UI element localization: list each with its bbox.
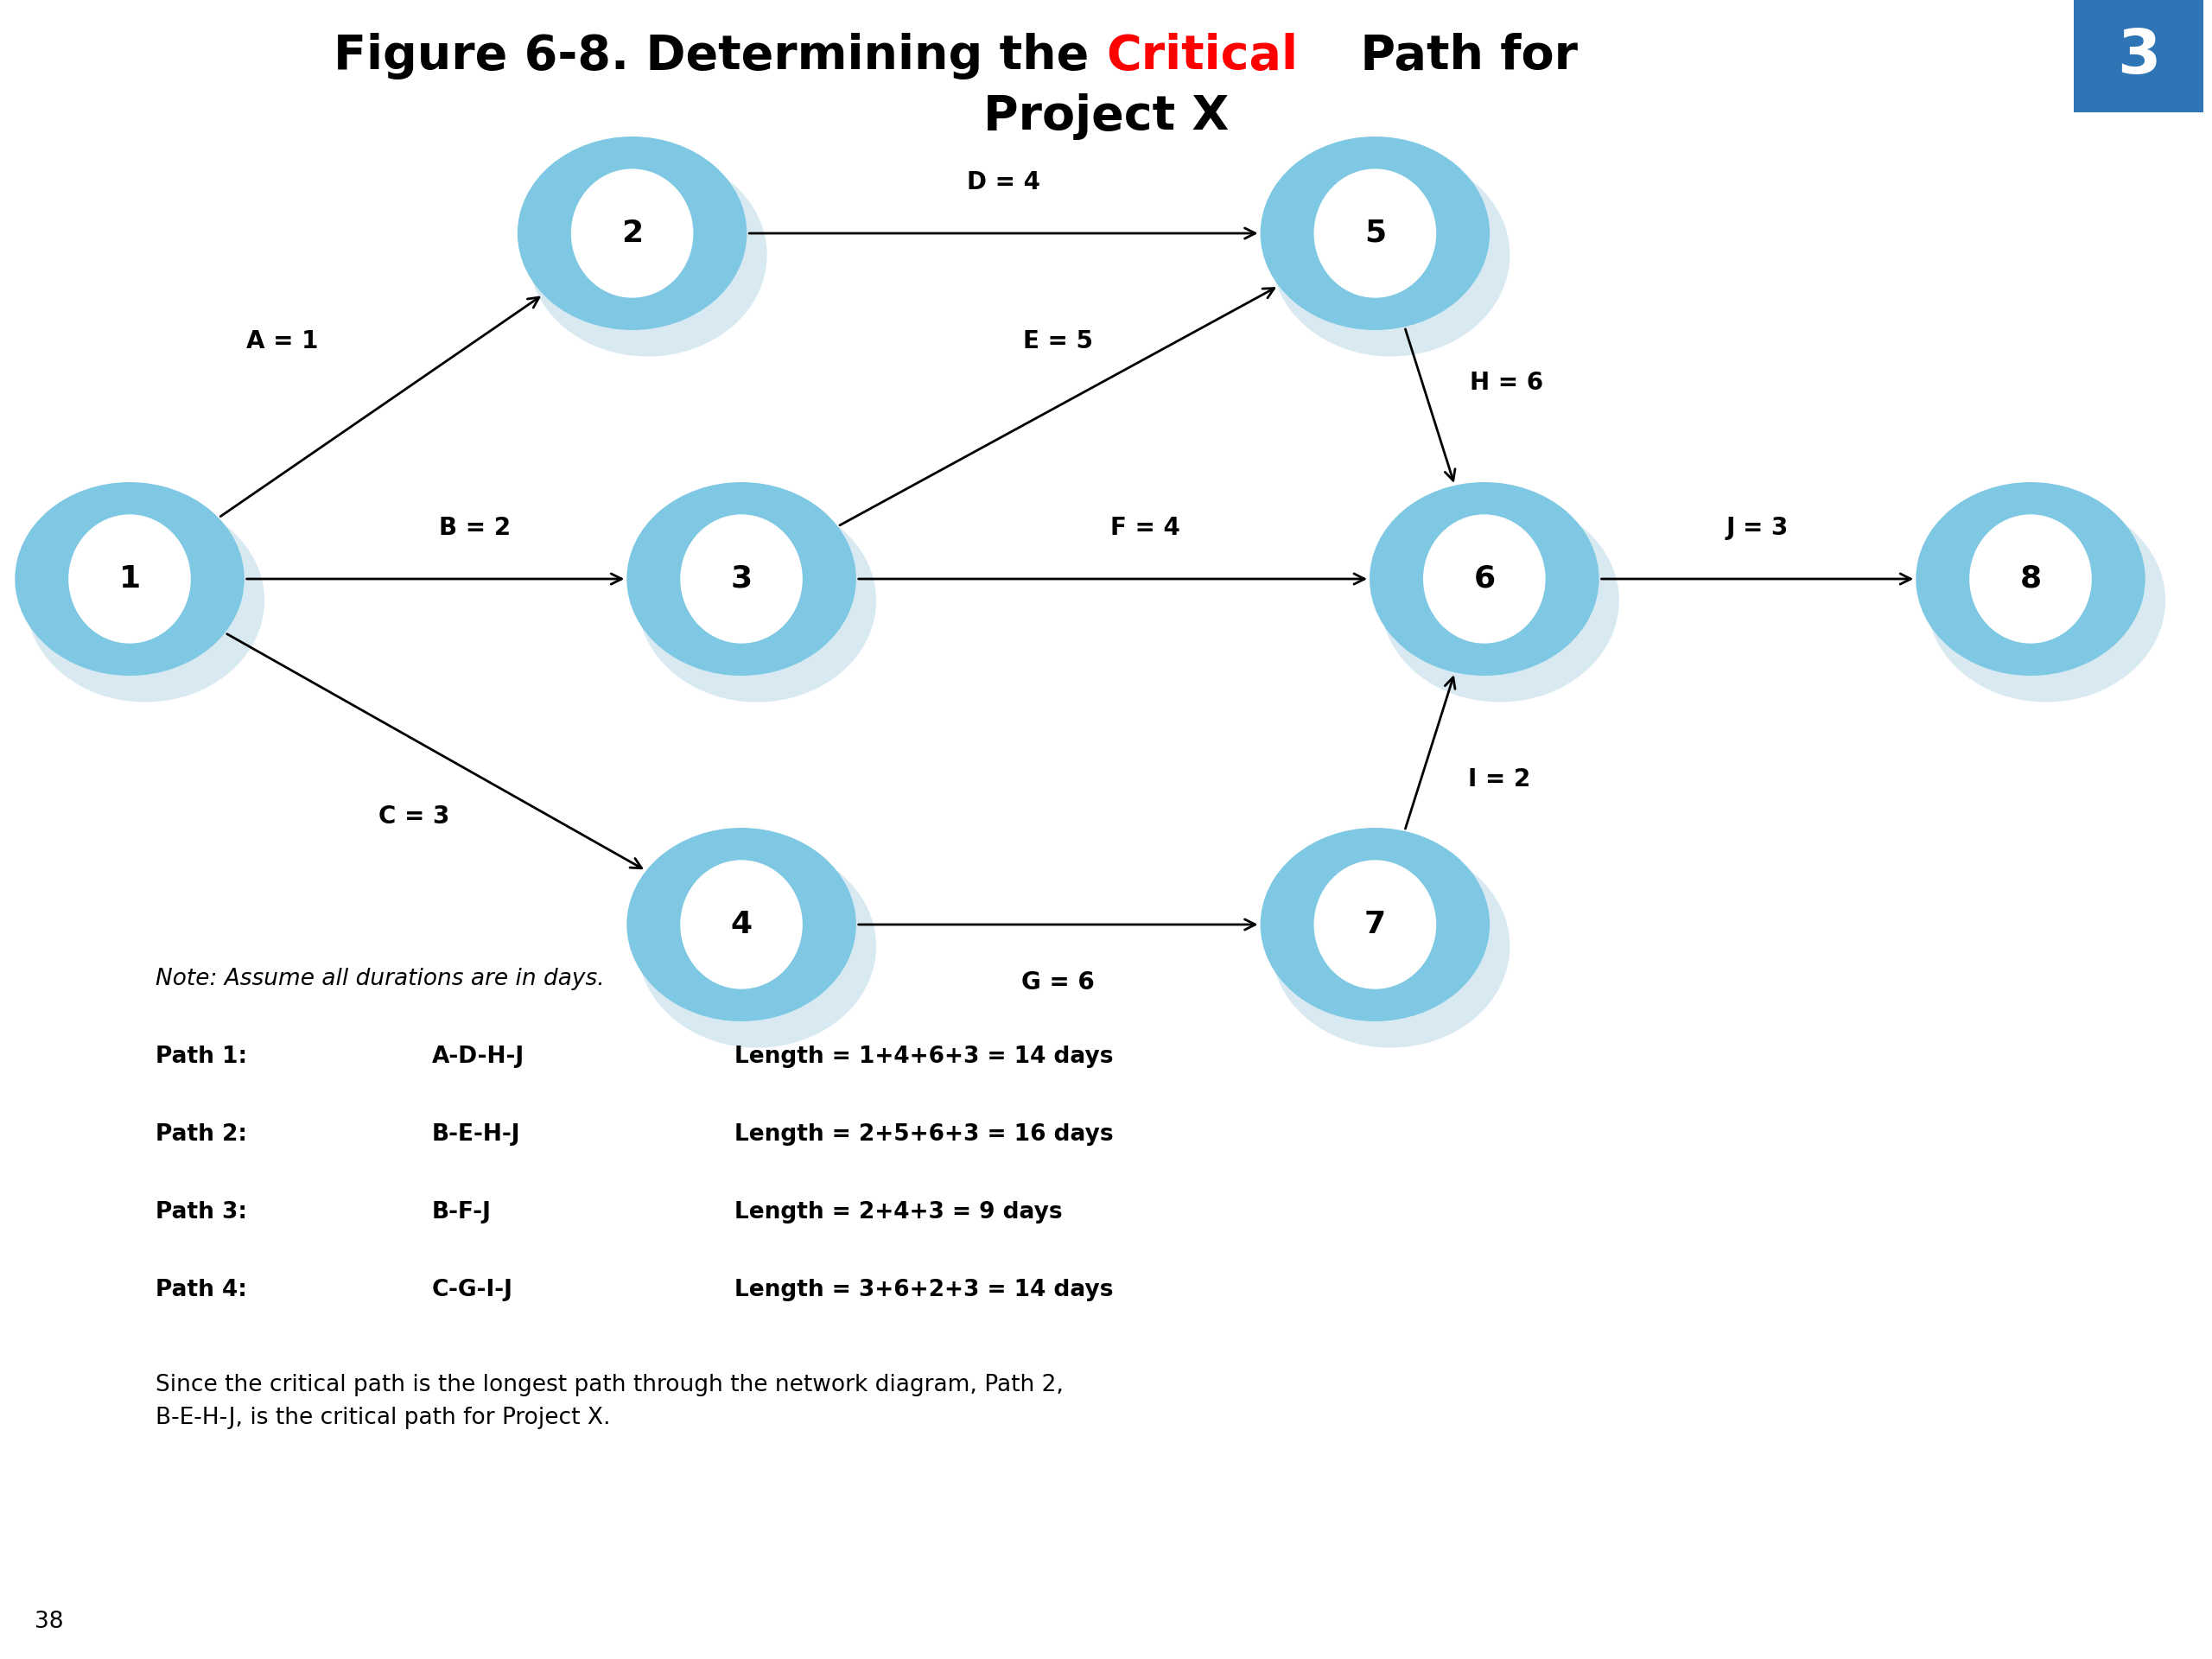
Text: Figure 6-8. Determining the: Figure 6-8. Determining the	[334, 33, 1106, 80]
Text: 6: 6	[1473, 564, 1495, 594]
Ellipse shape	[681, 514, 803, 644]
Text: 38: 38	[35, 1611, 64, 1632]
Text: Path 1:: Path 1:	[155, 1045, 248, 1068]
Ellipse shape	[69, 514, 190, 644]
Text: B = 2: B = 2	[438, 516, 511, 541]
Text: C-G-I-J: C-G-I-J	[431, 1279, 513, 1301]
Text: Critical: Critical	[1106, 33, 1298, 80]
Text: 3: 3	[2117, 27, 2161, 86]
Text: 8: 8	[2020, 564, 2042, 594]
Ellipse shape	[1969, 514, 2093, 644]
Text: 7: 7	[1365, 909, 1387, 939]
Text: Length = 3+6+2+3 = 14 days: Length = 3+6+2+3 = 14 days	[734, 1279, 1113, 1301]
Text: Path 3:: Path 3:	[155, 1201, 248, 1224]
Ellipse shape	[1927, 499, 2166, 702]
Text: 5: 5	[1365, 219, 1387, 247]
Text: Path for: Path for	[1343, 33, 1577, 80]
Ellipse shape	[626, 483, 856, 675]
Text: A-D-H-J: A-D-H-J	[431, 1045, 524, 1068]
Ellipse shape	[1272, 844, 1511, 1048]
Text: J = 3: J = 3	[1725, 516, 1790, 541]
Text: Length = 1+4+6+3 = 14 days: Length = 1+4+6+3 = 14 days	[734, 1045, 1113, 1068]
Ellipse shape	[571, 169, 692, 299]
Text: Project X: Project X	[982, 93, 1230, 139]
Ellipse shape	[637, 499, 876, 702]
Ellipse shape	[1272, 153, 1511, 357]
Text: E = 5: E = 5	[1024, 330, 1093, 353]
Ellipse shape	[529, 153, 768, 357]
Ellipse shape	[1261, 828, 1489, 1022]
Ellipse shape	[681, 859, 803, 989]
Ellipse shape	[1380, 499, 1619, 702]
Text: F = 4: F = 4	[1110, 516, 1181, 541]
Text: Note: Assume all durations are in days.: Note: Assume all durations are in days.	[155, 967, 604, 990]
Ellipse shape	[1261, 136, 1489, 330]
Text: G = 6: G = 6	[1022, 971, 1095, 994]
Ellipse shape	[15, 483, 243, 675]
Ellipse shape	[1314, 169, 1436, 299]
Text: C = 3: C = 3	[378, 805, 449, 828]
Text: Since the critical path is the longest path through the network diagram, Path 2,: Since the critical path is the longest p…	[155, 1374, 1064, 1428]
Text: B-E-H-J: B-E-H-J	[431, 1123, 520, 1146]
Text: 4: 4	[730, 909, 752, 939]
Text: 2: 2	[622, 219, 644, 247]
Ellipse shape	[637, 844, 876, 1048]
Text: Path 2:: Path 2:	[155, 1123, 248, 1146]
Text: I = 2: I = 2	[1469, 766, 1531, 791]
Text: Length = 2+4+3 = 9 days: Length = 2+4+3 = 9 days	[734, 1201, 1062, 1224]
Ellipse shape	[518, 136, 748, 330]
Ellipse shape	[27, 499, 265, 702]
Text: A = 1: A = 1	[246, 330, 319, 353]
Ellipse shape	[1422, 514, 1546, 644]
Ellipse shape	[1314, 859, 1436, 989]
Ellipse shape	[1916, 483, 2146, 675]
Ellipse shape	[1369, 483, 1599, 675]
Text: B-F-J: B-F-J	[431, 1201, 491, 1224]
Ellipse shape	[626, 828, 856, 1022]
Text: D = 4: D = 4	[967, 171, 1040, 194]
Text: Path 4:: Path 4:	[155, 1279, 248, 1301]
Text: Length = 2+5+6+3 = 16 days: Length = 2+5+6+3 = 16 days	[734, 1123, 1113, 1146]
FancyBboxPatch shape	[2075, 0, 2203, 113]
Text: 1: 1	[119, 564, 142, 594]
Text: H = 6: H = 6	[1469, 372, 1544, 395]
Text: 3: 3	[730, 564, 752, 594]
